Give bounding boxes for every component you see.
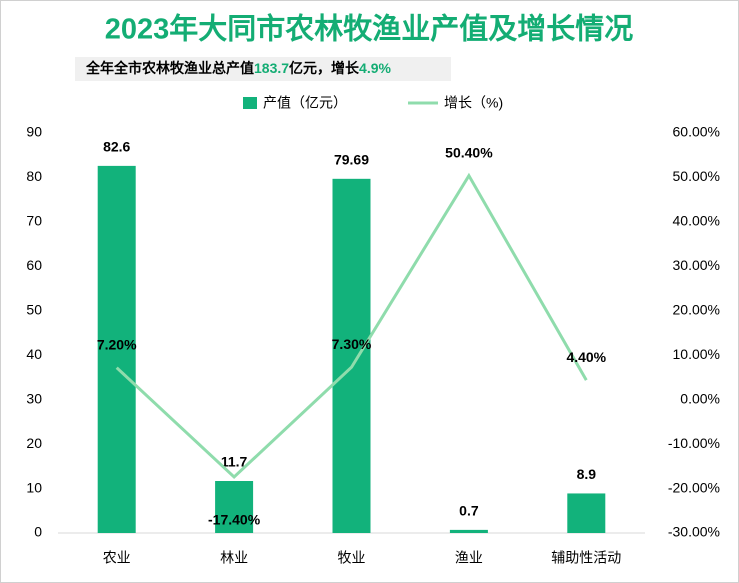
value-label: 11.7 <box>221 454 248 470</box>
y-tick-label: 10 <box>26 479 42 495</box>
bar <box>215 481 254 533</box>
y2-tick-label: 40.00% <box>673 213 720 229</box>
y2-tick-label: -30.00% <box>668 524 720 540</box>
value-label: 79.69 <box>334 152 369 168</box>
value-label: 4.40% <box>566 349 606 365</box>
y-tick-label: 80 <box>26 168 42 184</box>
legend-label: 产值（亿元） <box>263 95 347 111</box>
bar <box>97 165 136 533</box>
y-tick-label: 20 <box>26 435 42 451</box>
x-tick-label: 林业 <box>220 550 248 566</box>
subtitle-part: 183.7 <box>254 60 289 76</box>
subtitle-part: 全年全市农林牧渔业总产值 <box>85 60 254 76</box>
subtitle-part: 4.9% <box>359 60 391 76</box>
y2-tick-label: -10.00% <box>668 435 720 451</box>
line <box>115 172 588 480</box>
y2-tick-label: 50.00% <box>673 168 720 184</box>
y2-tick-label: 30.00% <box>673 257 720 273</box>
value-label: 7.20% <box>97 336 137 352</box>
y-tick-label: 70 <box>26 213 42 229</box>
bar <box>332 178 371 534</box>
value-label: 0.7 <box>459 503 479 519</box>
y-tick-label: 30 <box>26 390 42 406</box>
x-tick-label: 牧业 <box>338 550 366 566</box>
bar <box>567 493 606 533</box>
y-tick-label: 50 <box>26 301 42 317</box>
y2-tick-label: -20.00% <box>668 479 720 495</box>
y-tick-label: 90 <box>26 124 42 140</box>
value-label: 50.40% <box>445 144 493 160</box>
value-label: 82.6 <box>103 139 130 155</box>
y-tick-label: 0 <box>34 524 42 540</box>
value-label: 7.30% <box>332 336 372 352</box>
subtitle: 全年全市农林牧渔业总产值183.7亿元，增长4.9% <box>85 60 392 76</box>
y-tick-label: 40 <box>26 346 42 362</box>
y-tick-label: 60 <box>26 257 42 273</box>
value-label: 8.9 <box>577 466 597 482</box>
value-label: -17.40% <box>208 512 261 528</box>
y2-tick-label: 20.00% <box>673 301 720 317</box>
legend-swatch <box>243 97 257 109</box>
x-tick-label: 渔业 <box>455 550 483 566</box>
x-tick-label: 农业 <box>103 550 131 566</box>
y2-tick-label: 60.00% <box>673 124 720 140</box>
y2-tick-label: 0.00% <box>680 390 720 406</box>
legend-label: 增长（%) <box>444 95 503 111</box>
subtitle-part: 亿元，增长 <box>289 60 360 76</box>
chart-title: 2023年大同市农林牧渔业产值及增长情况 <box>105 12 634 46</box>
bar <box>449 529 488 533</box>
subtitle-box <box>75 57 451 81</box>
x-tick-label: 辅助性活动 <box>551 550 621 566</box>
y2-tick-label: 10.00% <box>673 346 720 362</box>
